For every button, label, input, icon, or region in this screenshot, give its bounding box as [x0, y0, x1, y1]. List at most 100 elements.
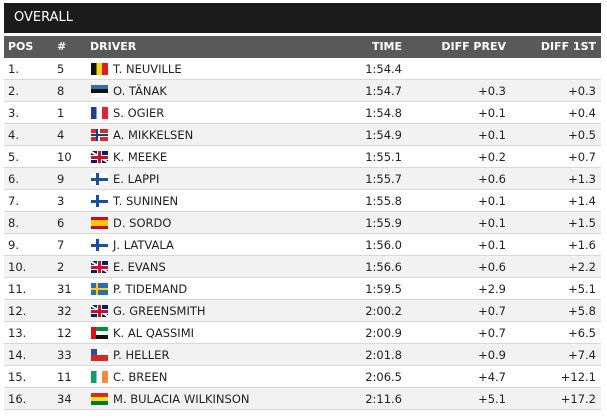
- flag-icon: [91, 173, 108, 185]
- driver-name: E. EVANS: [113, 260, 166, 274]
- diff-prev: +2.9: [478, 282, 506, 296]
- car-number: 5: [57, 62, 65, 76]
- driver-name: M. BULACIA WILKINSON: [113, 392, 250, 406]
- driver-name: K. MEEKE: [113, 150, 168, 164]
- result-row: 8. 6 D. SORDO 1:55.9 +0.1 +1.5: [4, 212, 601, 234]
- results-panel: OVERALL POS # DRIVER TIME DIFF PREV DIFF…: [4, 3, 601, 410]
- diff-first: +0.4: [568, 106, 596, 120]
- result-row: 2. 8 O. TÄNAK 1:54.7 +0.3 +0.3: [4, 80, 601, 102]
- driver-name: D. SORDO: [113, 216, 172, 230]
- diff-prev: +0.1: [478, 194, 506, 208]
- result-row: 4. 4 A. MIKKELSEN 1:54.9 +0.1 +0.5: [4, 124, 601, 146]
- stage-time: 1:55.8: [365, 194, 402, 208]
- result-row: 12. 32 G. GREENSMITH 2:00.2 +0.7 +5.8: [4, 300, 601, 322]
- result-row: 11. 31 P. TIDEMAND 1:59.5 +2.9 +5.1: [4, 278, 601, 300]
- flag-icon: [91, 349, 108, 361]
- position: 14.: [8, 348, 27, 362]
- position: 16.: [8, 392, 27, 406]
- result-row: 5. 10 K. MEEKE 1:55.1 +0.2 +0.7: [4, 146, 601, 168]
- stage-time: 1:55.7: [365, 172, 402, 186]
- flag-icon: [91, 195, 108, 207]
- diff-prev: +0.2: [478, 150, 506, 164]
- column-header: POS # DRIVER TIME DIFF PREV DIFF 1ST: [4, 36, 601, 58]
- car-number: 33: [57, 348, 72, 362]
- car-number: 31: [57, 282, 72, 296]
- diff-first: +2.2: [568, 260, 596, 274]
- position: 3.: [8, 106, 19, 120]
- stage-time: 2:00.2: [365, 304, 402, 318]
- stage-time: 2:00.9: [365, 326, 402, 340]
- car-number: 3: [57, 194, 65, 208]
- flag-icon: [91, 129, 108, 141]
- stage-time: 1:54.8: [365, 106, 402, 120]
- car-number: 12: [57, 326, 72, 340]
- car-number: 1: [57, 106, 65, 120]
- stage-time: 1:59.5: [365, 282, 402, 296]
- column-label: #: [57, 40, 67, 53]
- driver-name: S. OGIER: [113, 106, 165, 120]
- flag-icon: [91, 261, 108, 273]
- stage-time: 1:54.9: [365, 128, 402, 142]
- result-row: 16. 34 M. BULACIA WILKINSON 2:11.6 +5.1 +17.2: [4, 388, 601, 410]
- position: 15.: [8, 370, 27, 384]
- stage-time: 1:54.4: [365, 62, 402, 76]
- position: 13.: [8, 326, 27, 340]
- car-number: 2: [57, 260, 65, 274]
- column-label: DIFF PREV: [441, 40, 506, 53]
- stage-time: 2:11.6: [365, 392, 402, 406]
- stage-time: 1:54.7: [365, 84, 402, 98]
- diff-prev: +0.1: [478, 106, 506, 120]
- driver-name: G. GREENSMITH: [113, 304, 206, 318]
- result-row: 7. 3 T. SUNINEN 1:55.8 +0.1 +1.4: [4, 190, 601, 212]
- stage-time: 2:06.5: [365, 370, 402, 384]
- stage-time: 2:01.8: [365, 348, 402, 362]
- diff-first: +1.4: [568, 194, 596, 208]
- result-row: 1. 5 T. NEUVILLE 1:54.4: [4, 58, 601, 80]
- car-number: 32: [57, 304, 72, 318]
- diff-prev: +0.7: [478, 326, 506, 340]
- car-number: 7: [57, 238, 65, 252]
- position: 5.: [8, 150, 19, 164]
- position: 2.: [8, 84, 19, 98]
- diff-first: +0.7: [568, 150, 596, 164]
- position: 1.: [8, 62, 19, 76]
- car-number: 34: [57, 392, 72, 406]
- column-label: DIFF 1ST: [540, 40, 596, 53]
- position: 10.: [8, 260, 27, 274]
- column-label: DRIVER: [90, 40, 137, 53]
- diff-prev: +0.7: [478, 304, 506, 318]
- car-number: 9: [57, 172, 65, 186]
- column-label: TIME: [371, 40, 402, 53]
- position: 6.: [8, 172, 19, 186]
- diff-first: +1.3: [568, 172, 596, 186]
- driver-name: J. LATVALA: [113, 238, 174, 252]
- car-number: 10: [57, 150, 72, 164]
- position: 8.: [8, 216, 19, 230]
- diff-prev: +0.6: [478, 260, 506, 274]
- flag-icon: [91, 151, 108, 163]
- result-row: 10. 2 E. EVANS 1:56.6 +0.6 +2.2: [4, 256, 601, 278]
- diff-first: +0.3: [568, 84, 596, 98]
- position: 9.: [8, 238, 19, 252]
- result-row: 14. 33 P. HELLER 2:01.8 +0.9 +7.4: [4, 344, 601, 366]
- table-body: 1. 5 T. NEUVILLE 1:54.4 2. 8 O. TÄNAK 1:54.7 +0.…: [4, 58, 601, 410]
- panel-title: OVERALL: [4, 3, 601, 33]
- diff-first: +0.5: [568, 128, 596, 142]
- diff-prev: +0.3: [478, 84, 506, 98]
- result-row: 13. 12 K. AL QASSIMI 2:00.9 +0.7 +6.5: [4, 322, 601, 344]
- column-label: POS: [8, 40, 34, 53]
- flag-icon: [91, 371, 108, 383]
- driver-name: K. AL QASSIMI: [113, 326, 195, 340]
- car-number: 11: [57, 370, 72, 384]
- stage-time: 1:55.9: [365, 216, 402, 230]
- result-row: 15. 11 C. BREEN 2:06.5 +4.7 +12.1: [4, 366, 601, 388]
- result-row: 6. 9 E. LAPPI 1:55.7 +0.6 +1.3: [4, 168, 601, 190]
- driver-name: P. TIDEMAND: [113, 282, 188, 296]
- stage-time: 1:56.0: [365, 238, 402, 252]
- stage-time: 1:56.6: [365, 260, 402, 274]
- driver-name: C. BREEN: [113, 370, 168, 384]
- diff-prev: +0.6: [478, 172, 506, 186]
- driver-name: T. SUNINEN: [113, 194, 179, 208]
- stage-time: 1:55.1: [365, 150, 402, 164]
- diff-first: +5.8: [568, 304, 596, 318]
